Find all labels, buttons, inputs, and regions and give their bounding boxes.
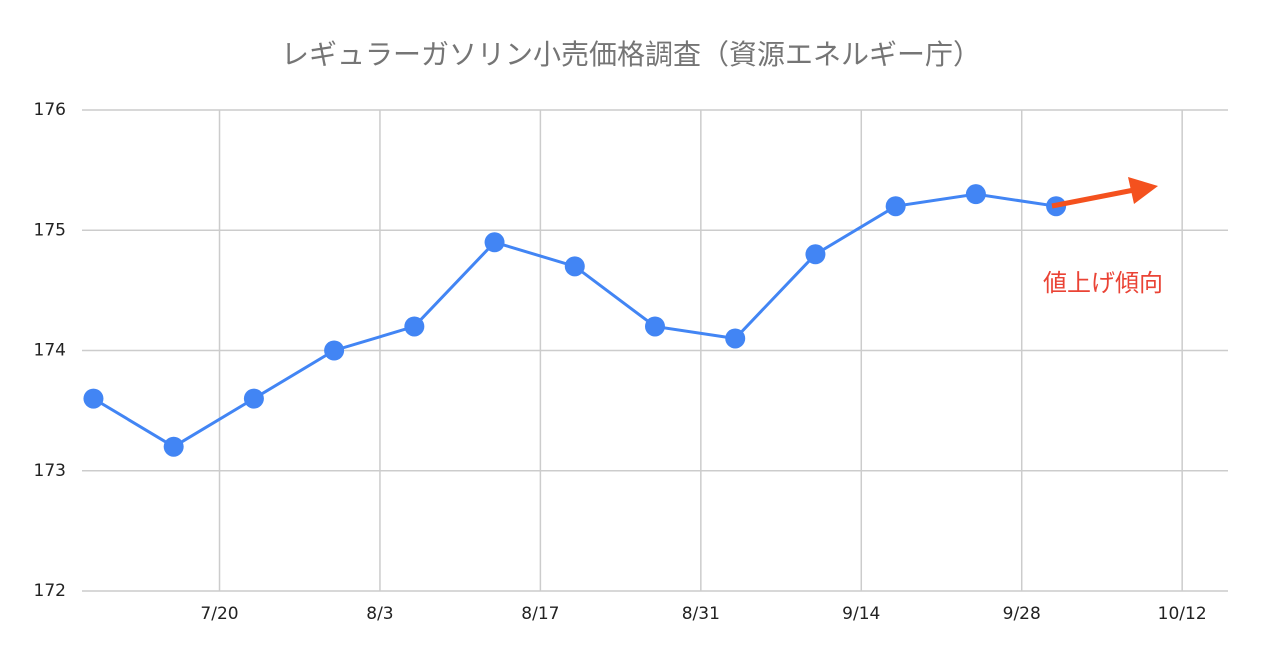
x-tick-label: 10/12 bbox=[1158, 604, 1207, 624]
data-point bbox=[885, 196, 906, 217]
x-tick-label: 8/3 bbox=[366, 604, 393, 624]
y-tick-label: 176 bbox=[34, 100, 66, 120]
y-tick-label: 173 bbox=[34, 461, 66, 481]
annotation: 値上げ傾向 bbox=[1043, 269, 1163, 297]
x-tick-label: 9/28 bbox=[1003, 604, 1041, 624]
x-tick-label: 9/14 bbox=[842, 604, 880, 624]
y-tick-label: 172 bbox=[34, 581, 66, 601]
data-point bbox=[725, 328, 746, 349]
data-point bbox=[645, 316, 665, 337]
chart-title: レギュラーガソリン小売価格調査（資源エネルギー庁） bbox=[281, 38, 981, 71]
data-point bbox=[484, 232, 505, 253]
x-tick-label: 8/17 bbox=[521, 604, 559, 624]
data-point bbox=[965, 184, 986, 205]
x-tick-label: 7/20 bbox=[200, 604, 238, 624]
y-tick-label: 174 bbox=[34, 341, 66, 361]
data-point bbox=[805, 244, 826, 265]
y-tick-label: 175 bbox=[34, 220, 66, 240]
data-point bbox=[243, 388, 264, 409]
data-point bbox=[163, 436, 184, 457]
trend-arrow-shaft bbox=[1051, 187, 1135, 209]
data-point bbox=[324, 340, 345, 361]
x-tick-label: 8/31 bbox=[682, 604, 720, 624]
data-point bbox=[564, 256, 585, 277]
plot-area: 172 173 174 175 176 7/20 8/3 8/17 8/31 9/14 9/28 10… bbox=[34, 100, 1228, 624]
data-point bbox=[404, 316, 425, 337]
trend-arrow-head bbox=[1128, 177, 1158, 204]
data-point bbox=[83, 388, 104, 409]
